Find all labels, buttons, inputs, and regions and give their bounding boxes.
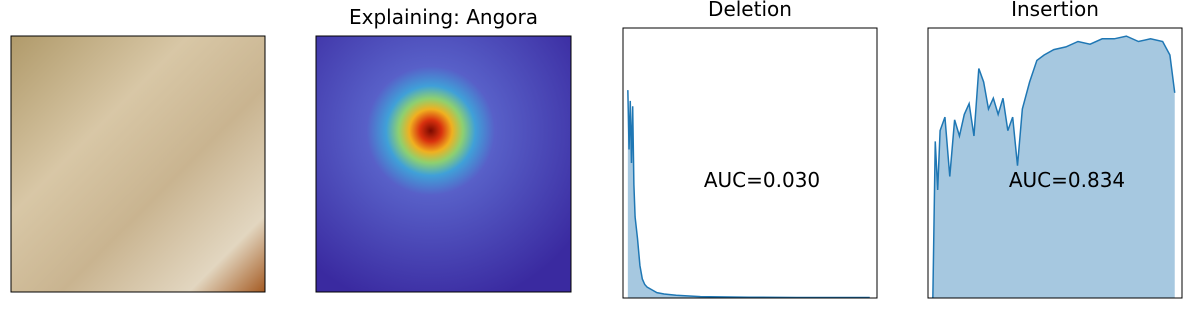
plot-frame	[622, 27, 878, 299]
panel-title: Explaining: Angora	[349, 5, 538, 29]
area-fill	[627, 90, 870, 298]
image	[315, 35, 572, 293]
panel-title: Insertion	[1011, 0, 1099, 21]
image	[10, 35, 266, 293]
plot-frame	[927, 27, 1183, 299]
auc-annotation: AUC=0.834	[1009, 168, 1125, 192]
curve-line	[627, 90, 870, 299]
panel-title: Deletion	[708, 0, 792, 21]
curve-line	[932, 35, 1176, 299]
auc-annotation: AUC=0.030	[704, 168, 820, 192]
area-fill	[932, 36, 1175, 298]
